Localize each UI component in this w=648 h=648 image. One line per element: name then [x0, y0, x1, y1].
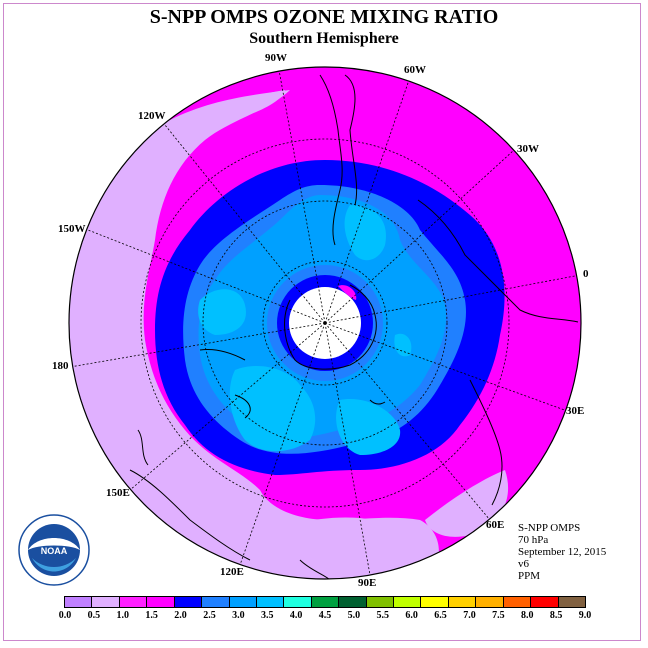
lon-label-30w: 30W: [517, 143, 539, 155]
ozone-region-cyan-2: [198, 289, 246, 335]
color-scale-swatch: [256, 597, 285, 607]
plot-frame: [3, 3, 641, 641]
ozone-region-lavender-south: [260, 517, 391, 572]
color-scale-swatch: [421, 597, 449, 607]
lon-label-150e: 150E: [106, 487, 130, 499]
coastlines: [129, 74, 579, 579]
map-subtitle: Southern Hemisphere: [249, 30, 399, 47]
info-instrument: S-NPP OMPS: [518, 522, 581, 534]
color-scale-tick-label: 4.0: [289, 610, 303, 621]
color-scale-bar: [64, 596, 586, 608]
info-version: v6: [518, 558, 529, 570]
map-title: S-NPP OMPS OZONE MIXING RATIO: [149, 6, 499, 28]
color-scale-tick-label: 1.5: [145, 610, 158, 621]
color-scale-tick-label: 3.0: [232, 610, 245, 621]
lon-label-150w: 150W: [58, 223, 86, 235]
lon-label-180: 180: [52, 360, 69, 372]
lon-label-60e: 60E: [486, 519, 505, 531]
color-scale-swatch: [174, 597, 203, 607]
color-scale-tick-label: 0.5: [87, 610, 101, 621]
map-boundary: [68, 66, 582, 580]
color-scale-tick-label: 4.5: [318, 610, 332, 621]
color-scale-swatch: [448, 597, 477, 607]
color-scale-swatch: [229, 597, 257, 607]
lon-label-0: 0: [583, 268, 589, 280]
color-scale-tick-label: 7.0: [463, 610, 476, 621]
info-level: 70 hPa: [518, 534, 549, 546]
color-scale-swatch: [147, 597, 175, 607]
color-scale-swatch: [311, 597, 340, 607]
latitude-circles: [140, 138, 510, 508]
ozone-inner-magenta: [338, 285, 357, 300]
ozone-region-cyan-5: [394, 333, 412, 357]
color-scale-swatch: [202, 597, 230, 607]
ozone-region-lavender-top: [185, 90, 285, 125]
color-scale-swatch: [394, 597, 422, 607]
ozone-region-lavender-east: [425, 470, 509, 537]
color-scale-swatch: [503, 597, 532, 607]
color-scale-tick-label: 0.0: [58, 610, 72, 621]
ozone-region-cyan-1: [344, 205, 386, 261]
info-units: PPM: [518, 570, 541, 582]
color-scale-tick-label: 6.5: [434, 610, 447, 621]
lon-label-90w: 90W: [265, 52, 287, 64]
color-scale-tick-label: 8.5: [549, 610, 563, 621]
logo-text: NOAA: [41, 546, 68, 556]
ozone-region-cyan-3: [229, 365, 316, 452]
color-scale-tick-label: 6.0: [405, 610, 418, 621]
ozone-region-lavender: [69, 90, 439, 579]
color-scale-swatch: [65, 597, 93, 607]
color-scale-swatch: [119, 597, 148, 607]
ozone-region-cyan-4: [336, 399, 401, 455]
lon-label-90e: 90E: [358, 577, 377, 589]
meridians: [69, 69, 581, 576]
color-scale-tick-label: 2.5: [203, 610, 216, 621]
color-scale-swatch: [558, 597, 586, 607]
color-scale-swatch: [92, 597, 120, 607]
lon-label-120e: 120E: [220, 566, 244, 578]
color-scale-swatch: [366, 597, 395, 607]
color-scale-tick-label: 5.0: [347, 610, 361, 621]
color-scale-tick-label: 3.5: [260, 610, 274, 621]
color-scale-swatch: [339, 597, 367, 607]
info-date: September 12, 2015: [518, 546, 607, 558]
lon-label-60w: 60W: [404, 64, 426, 76]
color-scale-tick-label: 8.0: [520, 610, 534, 621]
color-scale-tick-label: 5.5: [376, 610, 390, 621]
noaa-logo-icon: NOAA: [18, 514, 90, 586]
color-scale-ticks: 0.0 0.5 1.0 1.5 2.0 2.5 3.0 3.5 4.0 4.5 5.0 5.5 6.0 6…: [0, 610, 648, 624]
color-scale-tick-label: 7.5: [492, 610, 505, 621]
south-pole-marker: [323, 321, 327, 325]
color-scale-swatch: [284, 597, 312, 607]
color-scale-swatch: [531, 597, 559, 607]
color-scale-tick-label: 1.0: [116, 610, 130, 621]
color-scale-tick-label: 9.0: [578, 610, 592, 621]
lon-label-30e: 30E: [566, 405, 585, 417]
color-scale-swatch: [476, 597, 504, 607]
lon-label-120w: 120W: [138, 110, 166, 122]
info-block: S-NPP OMPS 70 hPa September 12, 2015 v6 …: [518, 522, 606, 582]
color-scale-tick-label: 2.0: [174, 610, 187, 621]
